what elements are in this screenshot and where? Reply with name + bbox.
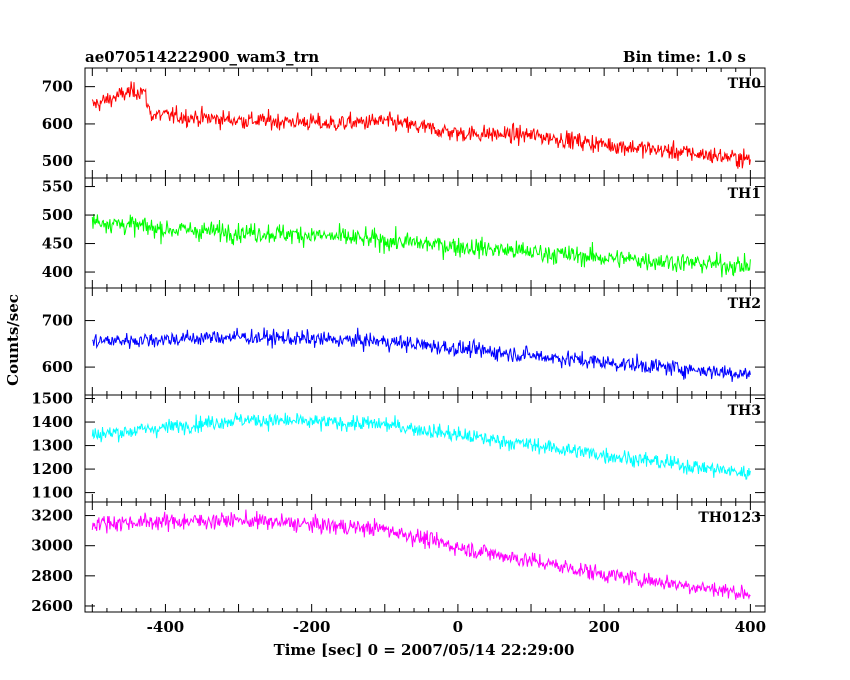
y-tick-label: 700: [42, 312, 73, 330]
panel-th2: 600 700 TH2: [42, 287, 766, 396]
y-tick-label: 2800: [31, 567, 73, 585]
y-tick-label: 1100: [31, 484, 73, 502]
panel-label-th2: TH2: [728, 296, 761, 312]
y-tick-label: 1400: [31, 413, 73, 431]
y-tick-label: 1300: [31, 437, 73, 455]
panel-th1: 400 450 500 550 TH1: [42, 177, 766, 289]
panel-frame: [84, 177, 766, 289]
y-tick-label: 450: [42, 235, 73, 253]
series-line-th3: [91, 412, 751, 480]
series-line-th0: [91, 81, 751, 169]
panel-frame: [84, 67, 766, 179]
y-tick-label: 3000: [31, 537, 73, 555]
x-tick-label: -400: [147, 618, 185, 636]
y-tick-label: 3200: [31, 507, 73, 525]
chart-title: ae070514222900_wam3_trn: [85, 48, 319, 66]
y-tick-label: 700: [42, 78, 73, 96]
x-tick-label: 200: [588, 618, 619, 636]
panel-frame: [84, 394, 766, 503]
panel-label-th0: TH0: [728, 76, 762, 92]
panel-label-th1: TH1: [728, 186, 761, 202]
y-tick-label: 400: [42, 263, 73, 281]
y-tick-label: 1500: [31, 390, 73, 408]
x-tick-label: 400: [735, 618, 766, 636]
series-line-th2: [92, 327, 751, 382]
panel-th3: 1100 1200 1300 1400 1500 TH3: [31, 390, 766, 503]
y-axis-label: Counts/sec: [4, 294, 22, 386]
panel-th0123: 2600 2800 3000 3200 TH0123: [31, 501, 766, 615]
y-tick-label: 500: [42, 152, 73, 170]
x-axis-label: Time [sec] 0 = 2007/05/14 22:29:00: [274, 641, 575, 659]
panel-label-th0123: TH0123: [698, 510, 761, 526]
y-tick-label: 1200: [31, 460, 73, 478]
panel-th0: 500 600 700 TH0: [42, 67, 766, 179]
y-tick-label: 2600: [31, 597, 73, 615]
y-tick-label: 600: [42, 358, 73, 376]
panel-frame: [84, 501, 766, 613]
panel-label-th3: TH3: [728, 403, 761, 419]
series-line-th0123: [91, 509, 751, 600]
panels-group: 500 600 700 TH0 400 450 500 550 TH1 600 700 TH2 1100…: [31, 67, 766, 615]
y-tick-label: 500: [42, 206, 73, 224]
x-tick-label: -200: [293, 618, 331, 636]
x-axis: -400 -200 0 200 400: [147, 618, 766, 636]
bin-time-label: Bin time: 1.0 s: [623, 48, 746, 66]
y-tick-label: 550: [42, 178, 73, 196]
y-tick-label: 600: [42, 115, 73, 133]
x-tick-label: 0: [453, 618, 463, 636]
panel-frame: [84, 287, 766, 396]
series-line-th1: [91, 213, 751, 278]
